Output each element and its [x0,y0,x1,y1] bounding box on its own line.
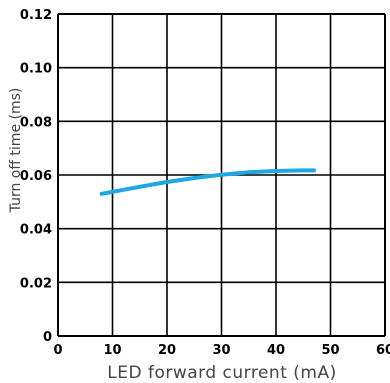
y-axis-title: Turn off time (ms) [8,88,24,214]
y-tick-label: 0.12 [20,8,52,23]
x-tick-label: 50 [321,343,339,358]
x-tick-label: 0 [53,343,62,358]
x-tick-label: 40 [267,343,285,358]
series-layer [99,168,317,196]
x-axis-title: LED forward current (mA) [107,363,336,383]
y-tick-labels: 0 0.02 0.04 0.06 0.08 0.10 0.12 [20,8,52,345]
x-tick-label: 30 [212,343,230,358]
y-tick-label: 0.02 [20,276,52,291]
series-line [99,168,317,196]
y-tick-label: 0.08 [20,115,52,130]
x-tick-labels: 0 10 20 30 40 50 60 [53,343,390,358]
y-tick-label: 0.06 [20,169,52,184]
grid [57,13,386,337]
x-tick-label: 60 [376,343,390,358]
y-tick-label: 0.04 [20,223,52,238]
x-tick-label: 20 [158,343,176,358]
x-tick-label: 10 [103,343,121,358]
y-tick-label: 0.10 [20,62,52,77]
y-tick-label: 0 [43,330,52,345]
